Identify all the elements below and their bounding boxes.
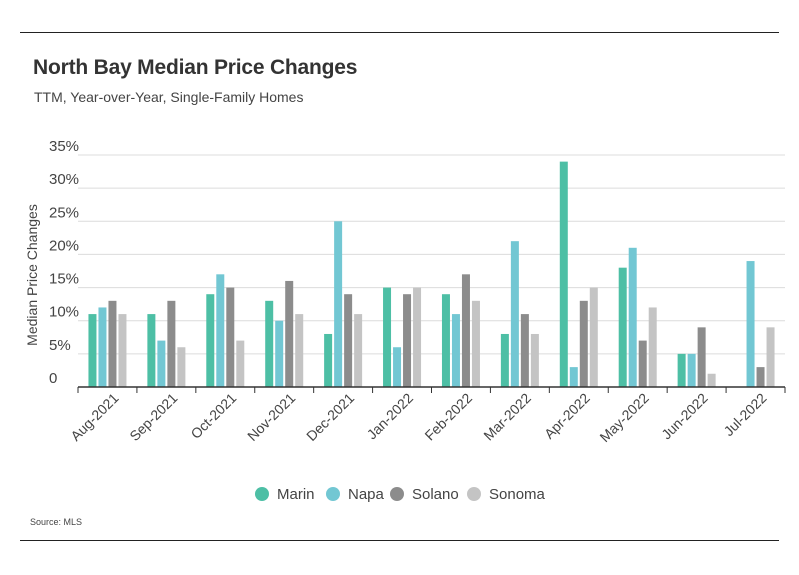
bar-solano	[285, 280, 294, 387]
y-tick-label: 30%	[49, 171, 79, 188]
y-tick-label: 15%	[49, 271, 79, 288]
y-tick-label: 10%	[49, 304, 79, 321]
bar-sonoma	[530, 333, 539, 387]
bar-napa	[334, 221, 343, 387]
x-tick-label: Aug-2021	[67, 390, 121, 444]
bar-marin	[324, 333, 333, 387]
bar-solano	[697, 327, 706, 387]
bar-napa	[98, 307, 107, 387]
x-tick-label: Jan-2022	[364, 390, 417, 443]
bar-marin	[677, 353, 686, 387]
bar-sonoma	[589, 287, 598, 387]
bar-sonoma	[118, 314, 127, 387]
legend-swatch	[255, 487, 269, 501]
bar-sonoma	[354, 314, 363, 387]
source-note: Source: MLS	[30, 517, 83, 527]
bar-napa	[687, 353, 696, 387]
x-tick-label: Mar-2022	[480, 390, 534, 444]
bar-marin	[618, 267, 627, 387]
bar-napa	[216, 274, 225, 387]
x-tick-label: Apr-2022	[541, 390, 593, 442]
legend-item-sonoma: Sonoma	[467, 486, 546, 503]
x-tick-label: Sep-2021	[126, 390, 180, 444]
x-tick-label: Oct-2021	[187, 390, 239, 442]
bar-marin	[383, 287, 392, 387]
legend-item-solano: Solano	[390, 486, 459, 503]
y-tick-label: 5%	[49, 337, 71, 354]
legend-label: Marin	[277, 486, 315, 503]
bar-sonoma	[295, 314, 304, 387]
bar-solano	[403, 294, 412, 387]
bar-sonoma	[707, 373, 716, 387]
y-axis-title: Median Price Changes	[24, 204, 40, 346]
bar-marin	[500, 333, 509, 387]
bar-sonoma	[766, 327, 775, 387]
bar-napa	[393, 347, 402, 387]
bar-sonoma	[236, 340, 245, 387]
bar-marin	[147, 314, 156, 387]
chart-title: North Bay Median Price Changes	[33, 56, 358, 79]
bar-marin	[559, 161, 568, 387]
bar-sonoma	[177, 347, 186, 387]
legend-label: Sonoma	[489, 486, 546, 503]
x-tick-label: May-2022	[596, 390, 651, 445]
bar-napa	[746, 261, 755, 387]
bar-solano	[344, 294, 353, 387]
bar-napa	[569, 367, 578, 387]
bar-napa	[451, 314, 460, 387]
bar-marin	[265, 300, 274, 387]
chart-subtitle: TTM, Year-over-Year, Single-Family Homes	[34, 89, 304, 105]
bar-solano	[108, 300, 117, 387]
legend-swatch	[326, 487, 340, 501]
y-tick-label: 0	[49, 370, 57, 387]
bar-marin	[206, 294, 215, 387]
legend-item-napa: Napa	[326, 486, 385, 503]
bar-napa	[157, 340, 166, 387]
bar-napa	[628, 247, 637, 387]
bar-sonoma	[471, 300, 480, 387]
bottom-rule	[20, 540, 779, 541]
legend-label: Napa	[348, 486, 385, 503]
y-tick-label: 25%	[49, 204, 79, 221]
x-tick-label: Feb-2022	[421, 390, 475, 444]
bar-marin	[88, 314, 97, 387]
top-rule	[20, 32, 779, 33]
bar-solano	[226, 287, 235, 387]
bar-solano	[638, 340, 647, 387]
bar-napa	[275, 320, 284, 387]
bar-solano	[579, 300, 588, 387]
legend-label: Solano	[412, 486, 459, 503]
bar-marin	[441, 294, 450, 387]
legend-swatch	[390, 487, 404, 501]
bar-solano	[461, 274, 470, 387]
x-tick-label: Jul-2022	[720, 390, 769, 439]
bar-napa	[510, 241, 519, 387]
bar-solano	[167, 300, 176, 387]
y-tick-label: 20%	[49, 237, 79, 254]
bar-sonoma	[413, 287, 422, 387]
x-tick-label: Dec-2021	[303, 390, 357, 444]
bar-sonoma	[648, 307, 657, 387]
legend-item-marin: Marin	[255, 486, 315, 503]
y-tick-label: 35%	[49, 138, 79, 155]
bar-solano	[756, 367, 765, 387]
x-tick-label: Nov-2021	[244, 390, 298, 444]
legend-swatch	[467, 487, 481, 501]
x-tick-label: Jun-2022	[658, 390, 711, 443]
bar-solano	[520, 314, 529, 387]
